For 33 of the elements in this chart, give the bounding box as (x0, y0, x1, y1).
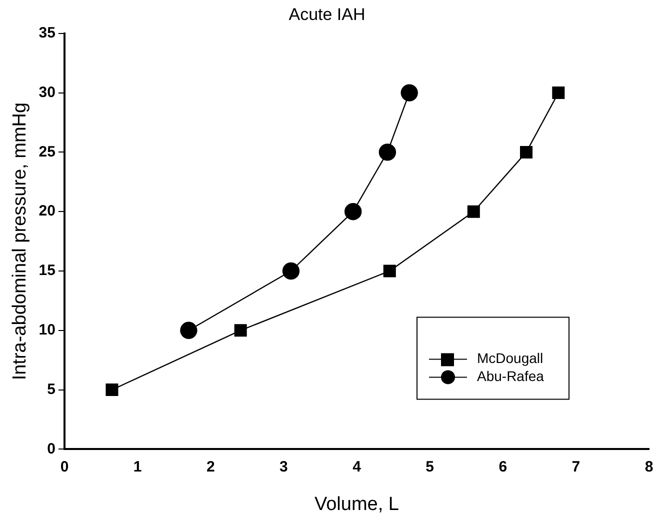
y-tick-label: 15 (38, 262, 56, 280)
y-tick-label: 30 (38, 84, 56, 101)
point (552, 86, 565, 100)
point (106, 384, 118, 396)
x-tick-label: 4 (352, 458, 362, 476)
chart-title: Acute IAH (288, 4, 366, 24)
y-axis-title: Intra-abdominal pressure, mmHg (10, 102, 31, 380)
point (400, 84, 418, 102)
y-tick-label: 10 (38, 322, 56, 339)
x-axis-title: Volume, L (314, 494, 399, 515)
y-tick-label: 5 (47, 380, 56, 398)
point (344, 203, 362, 220)
point (467, 205, 480, 218)
point (378, 144, 396, 161)
x-tick-label: 0 (60, 458, 69, 476)
point (282, 262, 300, 280)
legend-label: McDougall (477, 350, 544, 366)
y-tick-label: 25 (38, 143, 56, 160)
x-tick-label: 3 (280, 458, 288, 476)
y-tick-label: 35 (38, 24, 56, 42)
legend-label: Abu-Rafea (477, 368, 544, 384)
point (383, 264, 396, 278)
x-tick-label: 8 (644, 458, 654, 476)
point (520, 146, 533, 158)
x-tick-label: 5 (426, 458, 434, 476)
x-tick-label: 7 (572, 458, 580, 476)
point (234, 324, 247, 337)
y-tick-label: 20 (38, 202, 56, 220)
point (180, 322, 198, 339)
x-tick-label: 2 (206, 458, 215, 476)
x-tick-label: 6 (498, 458, 508, 476)
x-tick-label: 1 (133, 458, 142, 476)
y-tick-label: 0 (47, 440, 56, 458)
